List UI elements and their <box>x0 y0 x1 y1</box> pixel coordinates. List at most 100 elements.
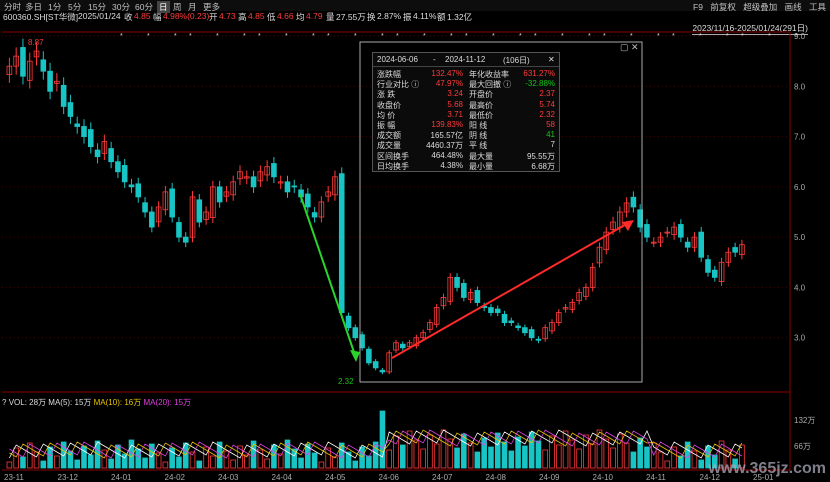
volume-bar <box>644 446 650 469</box>
maximize-icon[interactable]: ▢ <box>620 42 629 52</box>
candle-body <box>332 176 338 196</box>
candle-body <box>542 327 549 340</box>
volume-bar <box>549 435 555 469</box>
tab-60min[interactable]: 60分 <box>135 2 153 12</box>
volume-bar <box>223 450 230 469</box>
close-selection-icon[interactable]: ✕ <box>631 42 639 52</box>
volume-bar <box>121 453 128 469</box>
tab-1min[interactable]: 1分 <box>48 2 62 12</box>
tools-button[interactable]: 工具 <box>808 2 826 12</box>
min-price-marker: 2.32 <box>338 377 354 386</box>
stats-row: 日均换手 4.38% 最小量 6.68万 <box>373 161 559 171</box>
stats-key: 区间换手 <box>377 151 409 161</box>
volume-bar <box>108 458 114 469</box>
candle-body <box>739 244 745 255</box>
tab-month[interactable]: 月 <box>188 2 197 12</box>
stats-value: 5.68 <box>447 99 463 109</box>
max-price-marker: 8.87 <box>28 38 44 47</box>
candle-body <box>101 141 108 154</box>
candle-body <box>325 191 331 197</box>
tab-day[interactable]: 日 <box>157 1 170 13</box>
tab-week[interactable]: 周 <box>173 2 182 12</box>
candle-body <box>284 181 291 193</box>
event-star-marker: * <box>312 33 315 40</box>
volume-bar <box>399 444 406 469</box>
stats-row: 收盘价 5.68 最高价 5.74 <box>373 100 559 110</box>
volume-bar <box>596 429 603 469</box>
volume-bar <box>630 451 637 469</box>
stats-key: 涨跌幅 <box>377 70 401 79</box>
volume-bar <box>623 442 630 469</box>
candle-body <box>528 329 535 339</box>
volume-bar <box>698 459 705 469</box>
tab-more[interactable]: 更多 <box>203 2 221 12</box>
event-star-marker: * <box>795 33 798 40</box>
stats-key: 收盘价 <box>377 100 401 110</box>
candle-body <box>271 163 277 178</box>
candle-body <box>420 332 426 339</box>
volume-bar <box>711 454 718 469</box>
candle-body <box>230 181 237 196</box>
tab-30min[interactable]: 30分 <box>112 2 130 12</box>
event-star-marker: * <box>120 33 123 40</box>
volume-bar <box>406 430 413 469</box>
stats-value: 47.97% <box>435 79 463 89</box>
event-star-marker: * <box>603 33 606 40</box>
volume-bar <box>169 447 175 469</box>
low-label: 低 <box>267 12 276 22</box>
overlay-button[interactable]: 超级叠加 <box>743 2 778 12</box>
candle-body <box>671 226 677 236</box>
volume-bar <box>678 455 684 469</box>
date-range-label[interactable]: 2023/11/16-2025/01/24(291日) <box>692 23 808 35</box>
volume-bar <box>413 439 420 469</box>
volume-bar <box>345 451 352 469</box>
candle-body <box>406 342 413 347</box>
stats-value: 58 <box>546 120 555 129</box>
tab-15min[interactable]: 15分 <box>88 2 106 12</box>
candle-body <box>596 246 603 264</box>
date-tick-label: 24-07 <box>432 473 453 482</box>
volume-bar <box>474 451 481 469</box>
range-end-date[interactable]: 2024-11-12 <box>445 55 486 64</box>
volume-bar <box>6 461 13 469</box>
stats-key: 平 线 <box>469 141 488 151</box>
f9-button[interactable]: F9 <box>693 2 703 12</box>
tab-multiday[interactable]: 多日 <box>25 2 43 12</box>
stats-key: 最高价 <box>469 100 493 110</box>
event-star-marker: * <box>699 33 702 40</box>
stats-value: 95.55万 <box>526 151 555 161</box>
stats-key: 最低价 <box>469 110 493 120</box>
candle-body <box>162 191 169 211</box>
stats-row: 均 价 3.71 最低价 2.32 <box>373 110 559 120</box>
candle-body <box>311 212 318 218</box>
tab-fenshi[interactable]: 分时 <box>4 2 22 12</box>
volume-help-icon[interactable]: ? <box>2 398 7 407</box>
change-label: 幅 <box>153 12 162 22</box>
avg-value: 4.79 <box>306 11 323 21</box>
range-start-date[interactable]: 2024-06-06 <box>377 55 418 64</box>
candle-body <box>142 202 148 213</box>
adjust-button[interactable]: 前复权 <box>710 2 736 12</box>
stats-key: 成交量 <box>377 141 401 151</box>
tab-5min[interactable]: 5分 <box>68 2 82 12</box>
stats-key: 行业对比 ⓘ <box>377 80 420 90</box>
event-star-marker: * <box>588 33 591 40</box>
volume-bar <box>379 410 386 469</box>
candle-body <box>203 211 209 220</box>
stats-key: 阴 线 <box>469 131 488 141</box>
period-toolbar: 分时 多日 1分 5分 15分 30分 60分 日 周 月 更多 F9 前复权 … <box>0 0 830 13</box>
date-tick-label: 24-01 <box>111 473 132 482</box>
volume-bar <box>515 436 521 469</box>
volume-bar <box>135 448 142 469</box>
volume-bar <box>427 434 433 469</box>
amp-label: 振 <box>403 12 412 22</box>
close-panel-icon[interactable]: ✕ <box>548 55 555 64</box>
date-tick-label: 24-03 <box>218 473 239 482</box>
candle-body <box>94 149 101 158</box>
stats-row: 成交量 4460.37万平 线 7 <box>373 140 559 150</box>
candle-body <box>684 241 691 248</box>
stats-value: 6.68万 <box>531 161 555 171</box>
candle-body <box>718 261 725 282</box>
draw-button[interactable]: 画线 <box>784 2 802 12</box>
